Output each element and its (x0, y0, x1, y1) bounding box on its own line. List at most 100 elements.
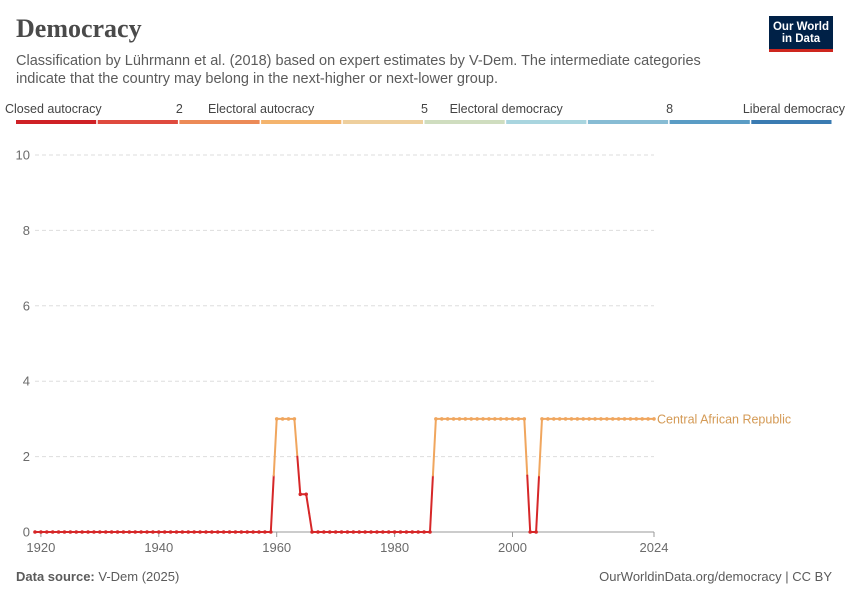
data-point-1958 (263, 530, 267, 534)
data-point-1956 (251, 530, 255, 534)
data-point-2001 (516, 417, 521, 421)
legend-swatch-7 (587, 120, 669, 124)
data-point-1993 (469, 417, 474, 421)
data-point-2024 (652, 417, 656, 421)
data-point-2000 (510, 417, 515, 421)
legend-label-6: Liberal democracy (743, 102, 846, 116)
data-point-1974 (357, 530, 362, 534)
data-point-2005 (540, 417, 544, 421)
data-point-1996 (487, 417, 491, 421)
y-tick-label-8: 8 (23, 223, 30, 238)
legend-swatch-0 (16, 120, 97, 124)
color-legend: Closed autocracy 2 Electoral autocracy 5 Ele… (5, 102, 846, 124)
legend-swatch-9 (751, 120, 832, 124)
legend-label-0: Closed autocracy (5, 102, 102, 116)
data-point-1943 (174, 530, 179, 534)
data-point-1931 (103, 530, 108, 534)
data-point-1966 (310, 530, 314, 534)
data-point-1984 (416, 530, 420, 534)
x-tick-label-1940: 1940 (144, 540, 173, 555)
legend-label-5: 8 (666, 102, 673, 116)
legend-label-4: Electoral democracy (450, 102, 564, 116)
legend-swatch-5 (424, 120, 505, 124)
series-segment (293, 417, 299, 458)
owid-logo[interactable]: Our World in Data (769, 16, 833, 52)
data-point-1965 (304, 492, 308, 497)
data-point-2003 (528, 530, 532, 534)
data-point-1955 (245, 530, 250, 534)
series-segment (305, 493, 311, 515)
data-point-1949 (210, 530, 214, 534)
data-point-1979 (386, 530, 391, 534)
data-point-2021 (634, 417, 639, 421)
data-point-1960 (274, 417, 279, 421)
legend-swatch-1 (97, 120, 178, 124)
data-point-1982 (404, 530, 409, 534)
data-point-1930 (98, 530, 102, 534)
data-point-2012 (581, 417, 586, 421)
data-point-2019 (622, 417, 627, 421)
data-point-1976 (369, 530, 373, 534)
data-point-1957 (257, 530, 261, 534)
data-point-1948 (204, 530, 208, 534)
x-tick-label-2000: 2000 (498, 540, 527, 555)
data-point-1928 (86, 530, 90, 534)
y-tick-label-0: 0 (23, 525, 30, 540)
data-point-1942 (168, 530, 173, 534)
data-point-1970 (333, 530, 338, 534)
legend-swatch-3 (261, 120, 342, 124)
data-point-1937 (139, 530, 143, 534)
data-point-1946 (192, 530, 196, 534)
legend-swatch-6 (506, 120, 587, 124)
data-point-1977 (375, 530, 379, 534)
data-point-1972 (345, 530, 350, 534)
legend-label-2: Electoral autocracy (208, 102, 315, 116)
data-point-1927 (80, 530, 84, 534)
data-point-1992 (463, 417, 468, 421)
data-point-1983 (410, 530, 415, 534)
series-segment (431, 417, 437, 477)
series-segment (535, 474, 541, 533)
data-point-1981 (398, 530, 403, 534)
data-point-1973 (351, 530, 356, 534)
data-point-1921 (44, 530, 49, 534)
series-segment (272, 417, 278, 477)
series-segment (269, 474, 275, 533)
series-segment (523, 417, 529, 477)
data-point-1995 (481, 417, 485, 421)
data-point-2015 (599, 417, 603, 421)
data-source: Data source: V-Dem (2025) (16, 569, 179, 584)
data-point-1975 (363, 530, 367, 534)
data-point-1978 (381, 530, 385, 534)
data-point-2013 (587, 417, 591, 421)
data-point-1980 (392, 530, 397, 534)
legend-swatch-8 (669, 120, 750, 124)
series-segment (296, 455, 302, 496)
data-point-1940 (157, 530, 161, 534)
logo-line-2: in Data (781, 33, 821, 45)
data-point-1935 (127, 530, 132, 534)
data-point-1997 (493, 417, 497, 421)
data-point-1961 (280, 417, 285, 421)
data-point-1971 (339, 530, 344, 534)
y-tick-label-2: 2 (23, 449, 30, 464)
data-point-1967 (316, 530, 320, 534)
data-point-1999 (504, 417, 509, 421)
data-point-1945 (186, 530, 191, 534)
series-label[interactable]: Central African Republic (657, 412, 791, 426)
data-source-value[interactable]: V-Dem (2025) (98, 569, 180, 584)
data-point-2017 (610, 417, 615, 421)
attribution-link[interactable]: OurWorldinData.org/democracy | CC BY (599, 569, 832, 584)
chart-subtitle: Classification by Lührmann et al. (2018)… (16, 53, 701, 87)
series-segment (526, 474, 532, 533)
data-point-1941 (162, 530, 167, 534)
x-tick-label-2024: 2024 (640, 540, 669, 555)
series-segment (428, 474, 434, 533)
data-point-1938 (145, 530, 149, 534)
data-point-1951 (221, 530, 226, 534)
legend-swatch-2 (179, 120, 260, 124)
data-point-1989 (445, 417, 450, 421)
data-point-2011 (575, 417, 580, 421)
data-point-1954 (239, 530, 244, 534)
